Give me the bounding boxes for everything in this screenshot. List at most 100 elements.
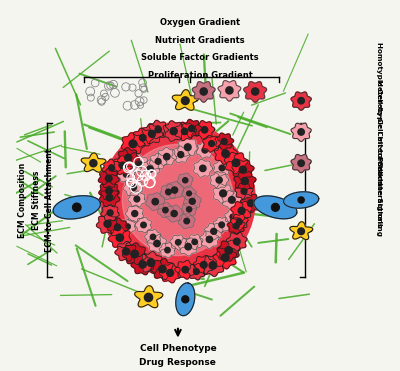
Circle shape [147,259,155,266]
Circle shape [134,196,140,202]
Polygon shape [231,201,252,221]
Polygon shape [213,247,237,269]
Circle shape [219,222,224,227]
Polygon shape [240,194,261,213]
Text: Heterotypic Cell-to-Cell Interactions: Heterotypic Cell-to-Cell Interactions [376,81,382,228]
Polygon shape [133,128,153,147]
Polygon shape [213,217,230,233]
Circle shape [147,166,153,173]
Polygon shape [230,214,248,230]
Polygon shape [151,259,174,280]
Circle shape [211,228,217,234]
Polygon shape [99,181,119,200]
Polygon shape [142,124,163,144]
Polygon shape [122,243,146,265]
Polygon shape [183,193,201,210]
Circle shape [221,138,227,144]
Circle shape [109,165,114,171]
Circle shape [114,224,121,230]
Polygon shape [187,263,205,280]
Polygon shape [201,255,224,276]
Polygon shape [121,133,145,155]
Polygon shape [195,121,215,139]
Circle shape [241,177,248,185]
Text: Paracrine Signaling: Paracrine Signaling [376,156,382,236]
Circle shape [165,247,170,253]
Text: Cell Phenotype: Cell Phenotype [140,344,216,353]
Circle shape [202,147,208,153]
Circle shape [130,184,136,191]
Circle shape [144,293,153,302]
Ellipse shape [156,176,193,209]
Polygon shape [234,171,256,191]
Polygon shape [218,81,241,101]
Polygon shape [204,223,223,240]
Polygon shape [225,210,241,224]
Polygon shape [186,234,203,250]
Circle shape [201,127,208,133]
Circle shape [209,262,217,269]
Polygon shape [170,235,186,250]
Polygon shape [178,173,193,187]
Circle shape [209,141,214,147]
Circle shape [298,98,304,104]
Circle shape [129,140,137,148]
Polygon shape [244,82,266,102]
Circle shape [189,198,195,204]
Polygon shape [108,218,128,236]
Circle shape [90,160,97,167]
Circle shape [172,187,178,193]
Polygon shape [194,159,213,177]
Circle shape [252,88,259,95]
Polygon shape [125,205,144,222]
Circle shape [272,203,279,211]
Circle shape [185,243,192,250]
Polygon shape [235,183,253,200]
Polygon shape [113,156,133,174]
Circle shape [248,200,254,206]
Circle shape [166,189,171,195]
Circle shape [226,87,233,94]
Polygon shape [147,234,167,253]
Circle shape [72,203,81,211]
Polygon shape [172,146,190,163]
Polygon shape [226,232,247,251]
Text: Homotypic Cell-to-Cell Interactions: Homotypic Cell-to-Cell Interactions [376,42,382,185]
Circle shape [154,240,160,247]
Text: ECM Composition: ECM Composition [18,162,27,237]
Polygon shape [215,133,234,150]
Polygon shape [291,155,311,173]
Circle shape [164,154,170,160]
Circle shape [228,197,235,203]
Circle shape [107,210,113,216]
Polygon shape [129,155,149,173]
Polygon shape [157,203,174,217]
Polygon shape [217,240,240,261]
Circle shape [141,222,146,228]
Polygon shape [290,222,313,240]
Circle shape [239,166,246,173]
Polygon shape [182,119,202,138]
Circle shape [236,219,242,225]
Polygon shape [159,243,176,258]
Text: Drug Response: Drug Response [140,358,216,367]
Circle shape [234,223,239,229]
Polygon shape [175,122,195,141]
Polygon shape [165,205,184,222]
Circle shape [298,228,304,234]
Circle shape [104,220,111,227]
Polygon shape [145,229,161,244]
Polygon shape [139,252,162,273]
Polygon shape [102,159,121,176]
Circle shape [155,127,161,133]
Circle shape [200,262,207,268]
Circle shape [232,159,240,167]
Circle shape [238,207,245,214]
Polygon shape [214,143,237,164]
Circle shape [182,128,188,135]
Polygon shape [172,90,199,110]
Circle shape [105,175,112,182]
Circle shape [192,239,198,244]
Circle shape [123,171,129,177]
Polygon shape [213,184,234,203]
